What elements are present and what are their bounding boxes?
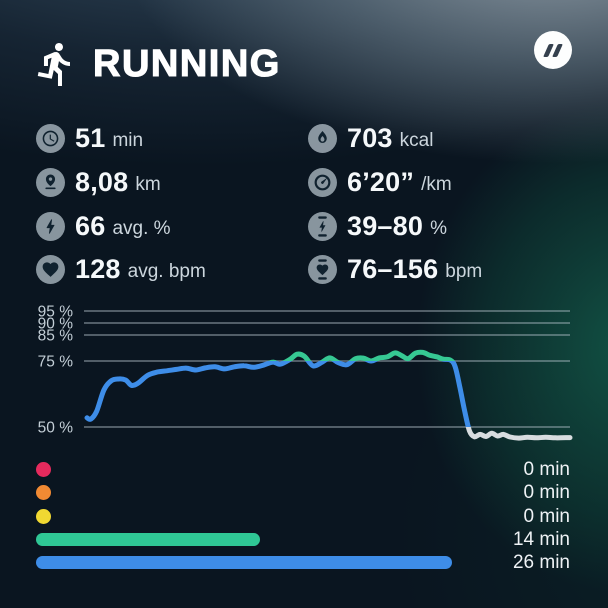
stat-heart-rate-range: 76–156 bpm [308, 248, 588, 292]
stat-value: 8,08 [75, 167, 129, 198]
y-axis-tick-label: 85 % [38, 328, 74, 345]
brand-logo-icon [534, 31, 572, 69]
stat-value: 128 [75, 254, 121, 285]
zone-row-zone-5: 0 min [0, 458, 608, 481]
stat-avg-intensity: 66 avg. % [36, 204, 308, 248]
line-segment-50-75 [84, 361, 471, 427]
stat-unit: % [430, 217, 447, 239]
zone-dot [36, 485, 51, 501]
zone-minutes-label: 0 min [523, 459, 570, 481]
stat-duration: 51 min [36, 117, 308, 161]
zone-minutes-label: 14 min [512, 529, 570, 551]
stat-value: 51 [75, 123, 106, 154]
location-pin-icon [36, 168, 65, 198]
header: RUNNING [32, 40, 281, 88]
stat-unit: avg. % [112, 217, 171, 239]
line-segment-above-75 [267, 349, 456, 361]
activity-title: RUNNING [92, 43, 281, 85]
stat-value: 66 [75, 210, 106, 241]
stat-unit: bpm [445, 261, 483, 283]
zone-minutes-label: 26 min [512, 552, 570, 574]
stat-unit: avg. bpm [127, 261, 206, 283]
flame-drop-icon [308, 124, 337, 154]
stat-distance: 8,08 km [36, 161, 308, 205]
heart-icon [36, 255, 65, 285]
stat-avg-heart-rate: 128 avg. bpm [36, 248, 308, 292]
stat-calories: 703 kcal [308, 117, 588, 161]
zone-minutes-label: 0 min [523, 505, 570, 527]
stats-grid: 51 min 703 kcal 8,08 km [36, 117, 588, 292]
stat-unit: min [112, 130, 144, 152]
logo-bar [551, 43, 563, 57]
stat-value: 703 [347, 123, 393, 154]
zone-duration-bar [36, 556, 452, 570]
stat-value: 39–80 [347, 210, 424, 241]
y-axis-tick-label: 95 % [38, 304, 74, 321]
zone-row-zone-4: 0 min [0, 481, 608, 504]
zone-row-zone-2: 14 min [0, 528, 608, 551]
stat-unit: km [135, 174, 161, 196]
stat-value: 6’20” [347, 167, 415, 198]
stat-value: 76–156 [347, 254, 439, 285]
zone-duration-bar [36, 533, 260, 547]
y-axis-tick-label: 90 % [38, 316, 74, 333]
bolt-range-icon [308, 211, 337, 241]
zone-row-zone-1: 26 min [0, 551, 608, 574]
stat-intensity-range: 39–80 % [308, 204, 588, 248]
clock-icon [36, 124, 65, 154]
zone-row-zone-3: 0 min [0, 505, 608, 528]
zone-dot [36, 508, 51, 524]
y-axis-tick-label: 50 % [38, 420, 74, 437]
gauge-icon [308, 168, 337, 198]
y-axis-tick-label: 75 % [38, 354, 74, 371]
zone-minutes-label: 0 min [523, 482, 570, 504]
running-person-icon [37, 42, 70, 86]
stat-pace: 6’20” /km [308, 161, 588, 205]
intensity-line-chart: 95 %90 %85 % 75 % 50 % [38, 304, 573, 441]
stat-unit: /km [421, 174, 452, 196]
zone-dot [36, 462, 51, 478]
stat-unit: kcal [399, 130, 434, 152]
bolt-icon [36, 211, 65, 241]
zone-duration-legend: 0 min 0 min 0 min 14 min 26 min [0, 458, 608, 574]
heart-range-icon [308, 255, 337, 285]
line-segment-below-50 [465, 427, 573, 441]
